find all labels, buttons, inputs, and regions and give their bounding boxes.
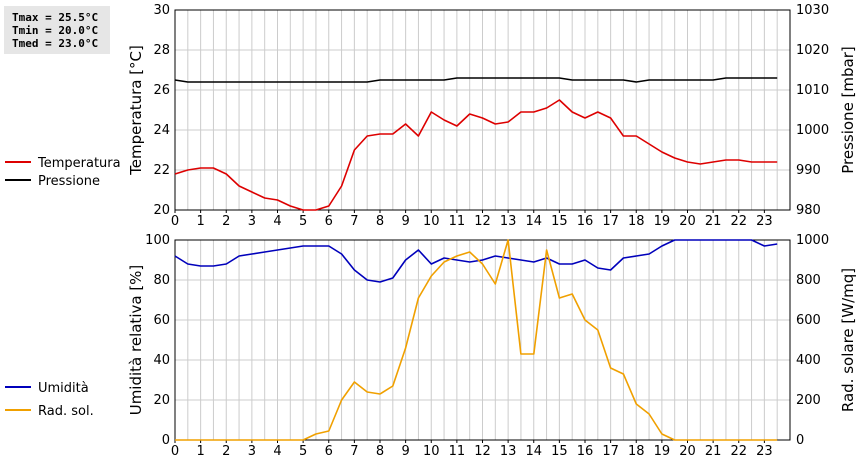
panel2-xtick-label: 15: [551, 444, 568, 459]
legend-label-pressione: Pressione: [38, 174, 100, 189]
panel1-y2label: Pressione [mbar]: [839, 46, 857, 174]
panel2-xtick-label: 0: [171, 444, 179, 459]
panel1-xtick-label: 0: [171, 214, 179, 229]
panel1-xtick-label: 14: [525, 214, 542, 229]
panel2-y2tick-label: 600: [796, 313, 821, 328]
panel2-xtick-label: 20: [679, 444, 696, 459]
stats-box: Tmax = 25.5°C Tmin = 20.0°C Tmed = 23.0°…: [4, 6, 110, 54]
panel1-y2tick-label: 1020: [796, 43, 829, 58]
panel1-ylabel: Temperatura [°C]: [127, 45, 145, 176]
panel2-xtick-label: 16: [577, 444, 594, 459]
panel1-xtick-label: 11: [449, 214, 466, 229]
panel1-ytick-label: 30: [153, 3, 170, 18]
panel1-xtick-label: 19: [654, 214, 671, 229]
panel2-ytick-label: 20: [153, 393, 170, 408]
panel1-series-temperatura-line: [174, 99, 778, 211]
panel1-xtick-label: 22: [730, 214, 747, 229]
panel2-xtick-label: 1: [196, 444, 204, 459]
panel2-ytick-label: 100: [145, 233, 170, 248]
panel2-y2tick-label: 0: [796, 433, 804, 448]
panel1-xtick-label: 7: [350, 214, 358, 229]
panel1-xtick-label: 1: [196, 214, 204, 229]
panel1-xtick-label: 2: [222, 214, 230, 229]
panel2-xtick-label: 18: [628, 444, 645, 459]
panel2-xtick-label: 23: [756, 444, 773, 459]
panel2-xtick-label: 3: [248, 444, 256, 459]
panel2-ytick-label: 0: [162, 433, 170, 448]
panel1-y2tick-label: 980: [796, 203, 821, 218]
panel2-ytick-label: 80: [153, 273, 170, 288]
panel2-xtick-label: 2: [222, 444, 230, 459]
panel2-ytick-label: 40: [153, 353, 170, 368]
panel1-ytick-label: 24: [153, 123, 170, 138]
panel1-xtick-label: 13: [500, 214, 517, 229]
panel2-y2label: Rad. solare [W/mq]: [839, 268, 857, 412]
panel2-series-rad-sol-line: [175, 239, 778, 441]
panel2-xtick-label: 21: [705, 444, 722, 459]
panel1-xtick-label: 15: [551, 214, 568, 229]
stat-tmax: Tmax = 25.5°C: [12, 11, 99, 24]
panel2-xtick-label: 9: [401, 444, 409, 459]
panel1-y2tick-label: 1010: [796, 83, 829, 98]
panel1-xtick-label: 9: [401, 214, 409, 229]
panel2-xtick-label: 5: [299, 444, 307, 459]
panel2-xtick-label: 8: [376, 444, 384, 459]
panel1-xtick-label: 5: [299, 214, 307, 229]
panel1-xtick-label: 18: [628, 214, 645, 229]
panel1-xtick-label: 8: [376, 214, 384, 229]
panel2-xtick-label: 17: [602, 444, 619, 459]
panel1-y2tick-label: 1000: [796, 123, 829, 138]
stat-tmin: Tmin = 20.0°C: [12, 24, 99, 37]
panel2-xtick-label: 12: [474, 444, 491, 459]
panel2-xtick-label: 6: [325, 444, 333, 459]
panel2-y2tick-label: 1000: [796, 233, 829, 248]
legend-label-temperatura: Temperatura: [37, 156, 121, 171]
panel2-ytick-label: 60: [153, 313, 170, 328]
panel1-xtick-label: 21: [705, 214, 722, 229]
panel1-ytick-label: 22: [153, 163, 170, 178]
panel2-xtick-label: 19: [654, 444, 671, 459]
panel1-y2tick-label: 990: [796, 163, 821, 178]
panel2-xtick-label: 10: [423, 444, 440, 459]
panel1-xtick-label: 3: [248, 214, 256, 229]
panel1-xtick-label: 6: [325, 214, 333, 229]
panel2-xtick-label: 14: [525, 444, 542, 459]
panel1-ytick-label: 20: [153, 203, 170, 218]
panel1-ytick-label: 26: [153, 83, 170, 98]
panel1-xtick-label: 20: [679, 214, 696, 229]
panel1-xtick-label: 23: [756, 214, 773, 229]
legend-label-umidit: Umidità: [38, 381, 89, 396]
panel2-xtick-label: 7: [350, 444, 358, 459]
panel1-xtick-label: 16: [577, 214, 594, 229]
panel2-y2tick-label: 200: [796, 393, 821, 408]
panel2-xtick-label: 13: [500, 444, 517, 459]
stat-tmed: Tmed = 23.0°C: [12, 37, 99, 50]
panel1-ytick-label: 28: [153, 43, 170, 58]
panel1-y2tick-label: 1030: [796, 3, 829, 18]
panel2-xtick-label: 11: [449, 444, 466, 459]
panel2-y2tick-label: 800: [796, 273, 821, 288]
panel1-xtick-label: 4: [273, 214, 281, 229]
panel2-y2tick-label: 400: [796, 353, 821, 368]
panel2-xtick-label: 4: [273, 444, 281, 459]
panel2-series-umidit-line: [174, 239, 778, 283]
panel1-xtick-label: 17: [602, 214, 619, 229]
panel1-xtick-label: 10: [423, 214, 440, 229]
panel2-ylabel: Umidità relativa [%]: [127, 265, 145, 416]
panel1-xtick-label: 12: [474, 214, 491, 229]
panel1-series-pressione-line: [174, 77, 778, 83]
legend-label-rad-sol: Rad. sol.: [38, 404, 94, 419]
panel2-xtick-label: 22: [730, 444, 747, 459]
